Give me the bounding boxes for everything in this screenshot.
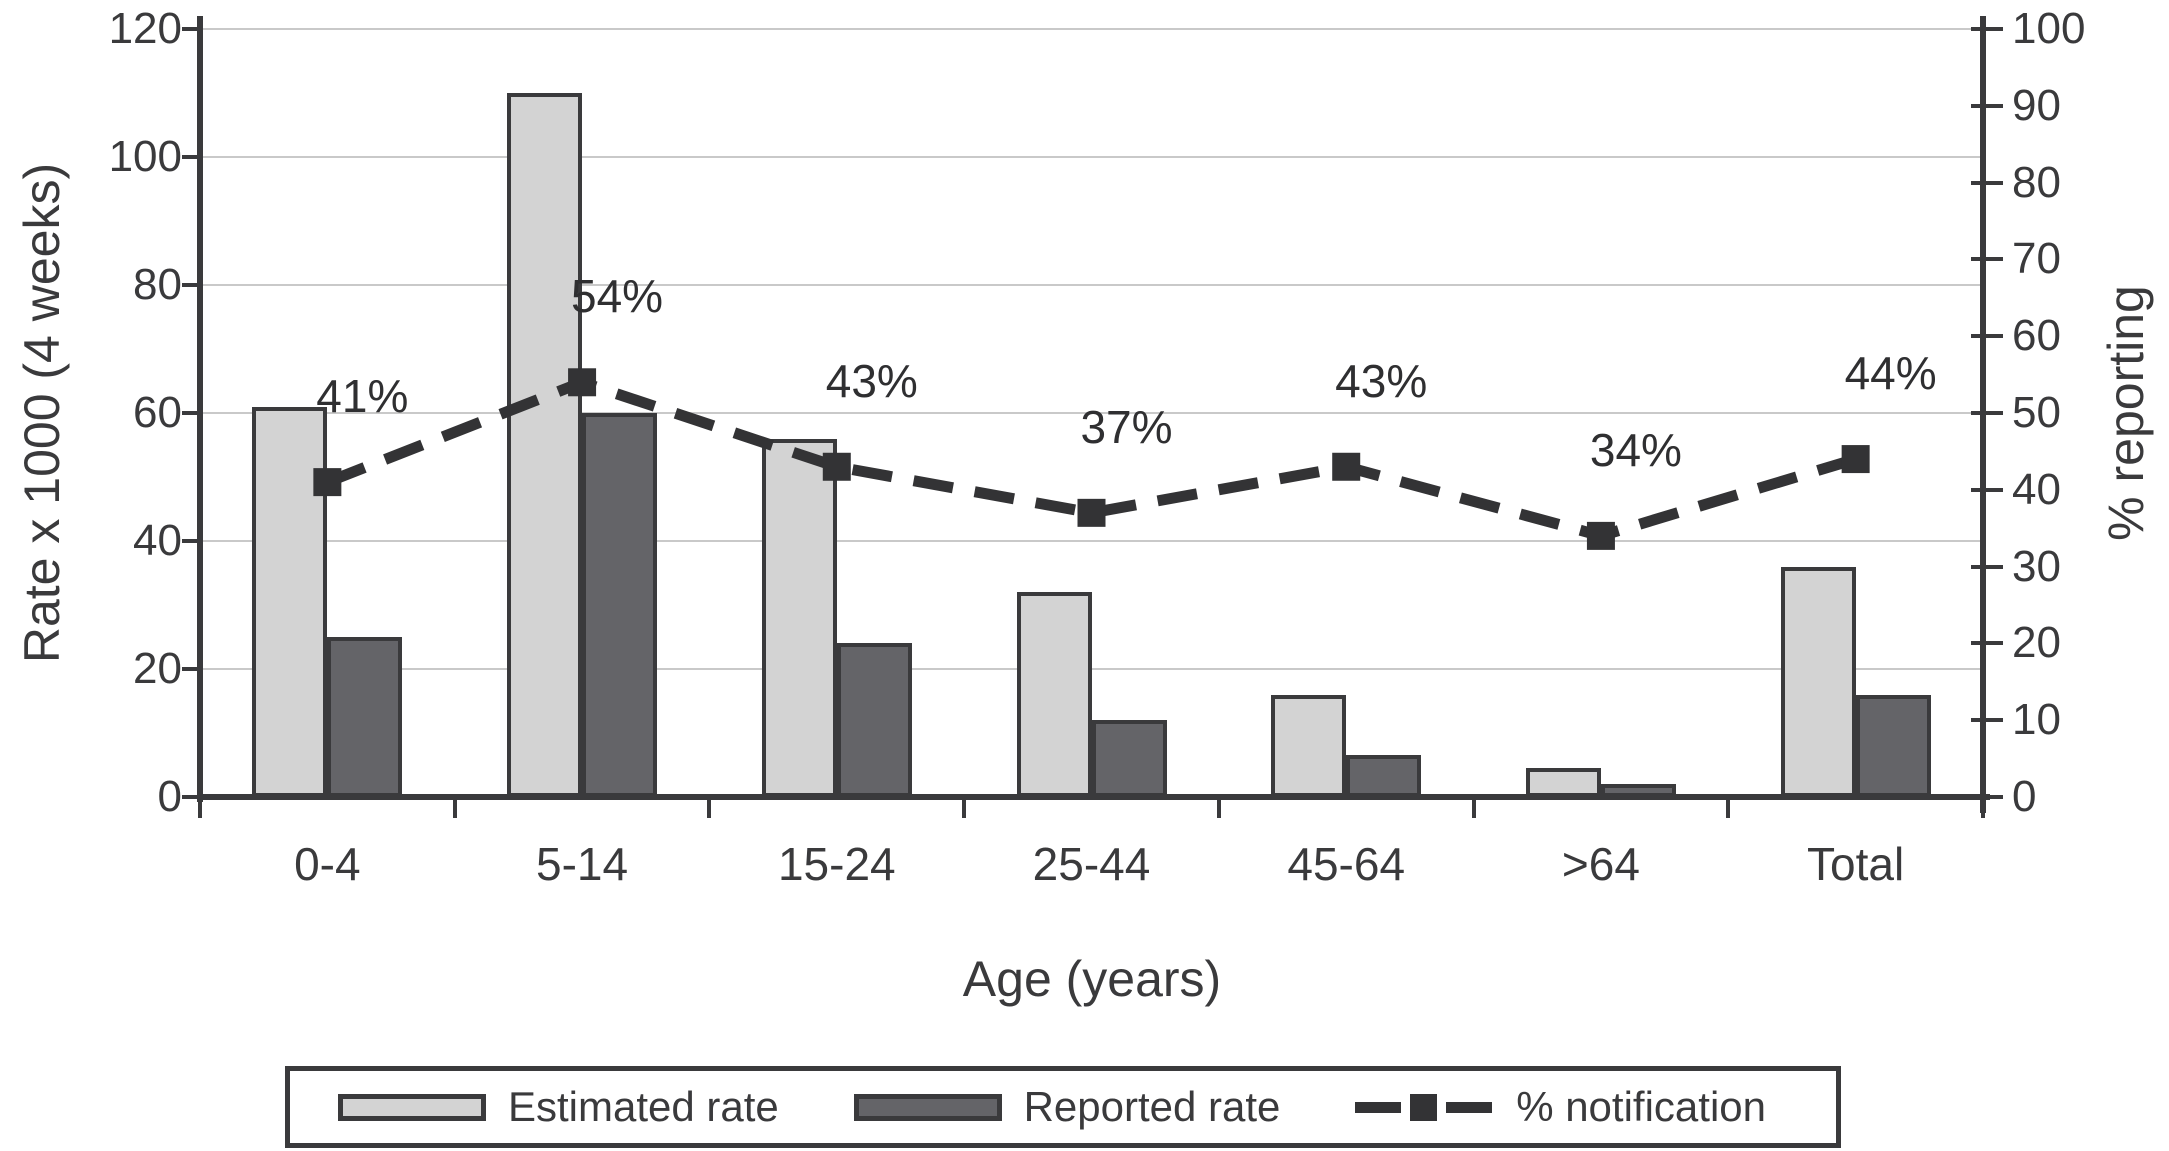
left-axis-tick-label: 100	[108, 132, 182, 181]
legend-item-estimated-rate: Estimated rate	[338, 1084, 779, 1130]
left-axis-tick	[182, 411, 200, 415]
bar-estimated-rate	[507, 93, 583, 797]
right-axis-tick-label: 80	[2012, 157, 2061, 207]
x-axis-tick	[962, 797, 967, 818]
legend-label-estimated-rate: Estimated rate	[508, 1083, 779, 1130]
bar-reported-rate	[1855, 695, 1931, 797]
x-axis-category-label: 45-64	[1287, 838, 1406, 890]
notification-marker	[1586, 521, 1615, 550]
bottom-axis-line	[197, 794, 1990, 800]
legend: Estimated rate Reported rate % notificat…	[285, 1066, 1841, 1148]
left-axis-tick	[182, 155, 200, 159]
x-axis-category-label: 15-24	[777, 838, 896, 890]
left-axis-line	[197, 16, 203, 802]
right-axis-tick	[1971, 180, 2003, 185]
left-axis-tick	[182, 283, 200, 287]
dash-icon	[1355, 1101, 1402, 1113]
x-axis-tick	[1216, 797, 1221, 818]
bar-reported-rate	[836, 643, 912, 797]
x-axis-category-label: 25-44	[1032, 838, 1151, 890]
gridline	[200, 284, 1983, 286]
notification-marker	[1841, 445, 1870, 474]
bar-estimated-rate	[1780, 567, 1856, 797]
right-axis-tick	[1971, 411, 2003, 415]
right-axis-tick-label: 70	[2012, 234, 2061, 284]
right-axis-tick-label: 20	[2012, 618, 2061, 668]
left-axis-tick	[182, 539, 200, 543]
x-axis-tick	[707, 797, 712, 818]
bar-estimated-rate	[1525, 768, 1601, 797]
left-axis-tick-label: 0	[157, 772, 182, 821]
reported-rate-swatch	[853, 1093, 1002, 1121]
x-axis-tick	[452, 797, 457, 818]
bar-estimated-rate	[1016, 592, 1092, 797]
square-marker-icon	[1410, 1093, 1438, 1121]
notification-marker	[1332, 452, 1361, 481]
right-axis-tick	[1971, 334, 2003, 339]
left-axis-tick	[182, 667, 200, 671]
left-axis-title: Rate x 1000 (4 weeks)	[14, 162, 70, 664]
right-axis-tick	[1971, 27, 2003, 31]
right-axis-tick-label: 10	[2012, 695, 2061, 745]
legend-label-reported-rate: Reported rate	[1023, 1083, 1281, 1130]
left-axis-tick-label: 20	[133, 644, 182, 693]
left-axis-tick-label: 80	[133, 260, 182, 309]
right-axis-tick	[1971, 257, 2003, 262]
estimated-rate-swatch	[338, 1093, 486, 1121]
bar-estimated-rate	[1271, 695, 1347, 797]
x-axis-tick	[1471, 797, 1476, 818]
right-axis-tick-label: 30	[2012, 541, 2061, 591]
notification-point-label: 43%	[1335, 354, 1428, 407]
right-axis-tick-label: 0	[2012, 772, 2037, 821]
right-axis-tick-label: 90	[2012, 80, 2061, 130]
x-axis-title: Age (years)	[962, 951, 1222, 1007]
left-axis-tick-label: 40	[133, 516, 182, 565]
x-axis-tick	[198, 797, 202, 818]
notification-point-label: 54%	[571, 270, 664, 323]
notification-marker	[1077, 498, 1106, 527]
right-axis-tick-label: 40	[2012, 464, 2061, 514]
x-axis-category-label: >64	[1561, 838, 1640, 890]
legend-item-notification: % notification	[1355, 1084, 1766, 1130]
right-axis-tick	[1971, 103, 2003, 108]
right-axis-tick	[1971, 564, 2003, 569]
x-axis-category-label: 0-4	[294, 838, 361, 890]
left-axis-tick-label: 60	[133, 388, 182, 437]
gridline	[200, 540, 1983, 542]
x-axis-tick	[1726, 797, 1731, 818]
notification-point-label: 34%	[1589, 423, 1682, 476]
notification-line-swatch	[1355, 1093, 1493, 1121]
bar-estimated-rate	[761, 439, 837, 797]
gridline	[200, 668, 1983, 670]
gridline	[200, 156, 1983, 158]
right-axis-title: % reporting	[2098, 285, 2154, 541]
right-axis-tick	[1971, 718, 2003, 723]
right-axis-tick-label: 50	[2012, 388, 2061, 437]
x-axis-category-label: 5-14	[536, 838, 629, 890]
left-axis-tick	[182, 27, 200, 31]
notification-point-label: 37%	[1080, 400, 1173, 453]
right-axis-tick	[1971, 641, 2003, 646]
notification-point-label: 44%	[1844, 347, 1937, 400]
right-axis-tick-label: 60	[2012, 311, 2061, 361]
dash-icon	[1446, 1101, 1493, 1113]
bar-reported-rate	[582, 413, 658, 797]
left-axis-tick	[182, 795, 200, 799]
legend-item-reported-rate: Reported rate	[853, 1083, 1281, 1130]
left-axis-tick-label: 120	[108, 4, 182, 53]
x-axis-tick	[1981, 797, 1985, 818]
x-axis-category-label: Total	[1807, 838, 1905, 890]
bar-reported-rate	[327, 637, 403, 797]
bar-reported-rate	[1091, 720, 1167, 797]
right-axis-tick-label: 100	[2012, 4, 2086, 53]
bar-estimated-rate	[252, 407, 328, 797]
notification-point-label: 41%	[316, 370, 409, 423]
right-axis-tick	[1971, 487, 2003, 492]
notification-point-label: 43%	[825, 354, 918, 407]
legend-label-notification: % notification	[1516, 1083, 1766, 1130]
bar-reported-rate	[1346, 755, 1422, 797]
gridline	[200, 28, 1983, 30]
